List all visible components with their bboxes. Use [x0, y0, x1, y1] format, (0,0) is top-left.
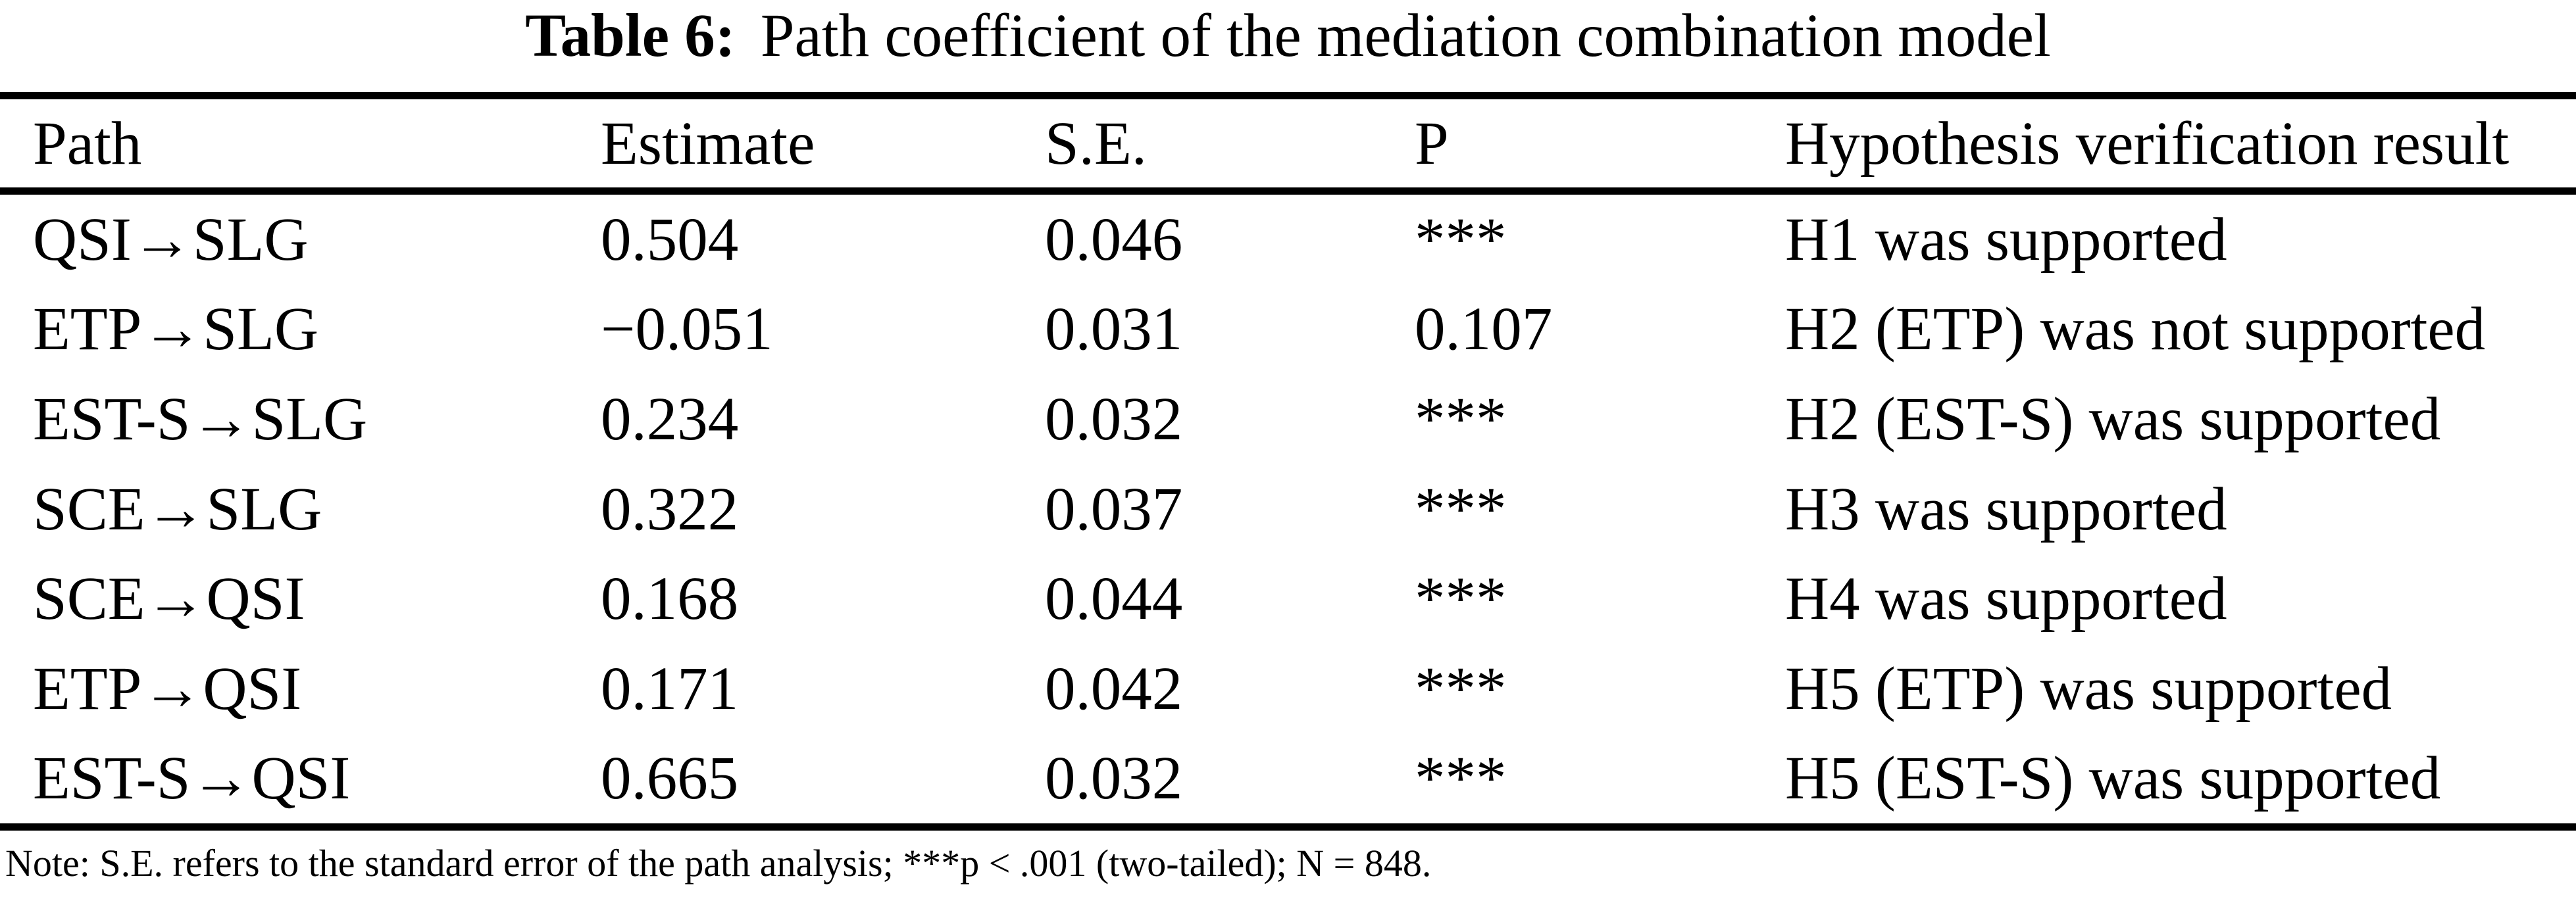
result-cell: H2 (ETP) was not supported [1785, 295, 2486, 364]
path-cell: EST-S→QSI [33, 744, 351, 813]
se-cell: 0.037 [1045, 475, 1183, 543]
se-cell: 0.031 [1045, 295, 1183, 364]
table-row: EST-S→SLG 0.234 0.032 *** H2 (EST-S) was… [0, 374, 2576, 464]
se-cell: 0.044 [1045, 565, 1183, 633]
path-cell: ETP→SLG [33, 295, 319, 364]
p-cell: *** [1415, 205, 1507, 274]
p-cell: *** [1415, 565, 1507, 633]
table-row: ETP→QSI 0.171 0.042 *** H5 (ETP) was sup… [0, 644, 2576, 734]
result-cell: H1 was supported [1785, 205, 2227, 274]
table-caption-text: Path coefficient of the mediation combin… [760, 2, 2051, 70]
estimate-cell: 0.504 [601, 205, 739, 274]
column-header-p: P [1415, 109, 1449, 178]
p-cell: *** [1415, 385, 1507, 453]
path-coefficient-table: Path Estimate S.E. P Hypothesis verifica… [0, 92, 2576, 831]
table-caption: Table 6: Path coefficient of the mediati… [0, 0, 2576, 92]
p-cell: 0.107 [1415, 295, 1553, 364]
se-cell: 0.042 [1045, 654, 1183, 723]
result-cell: H2 (EST-S) was supported [1785, 385, 2441, 453]
se-cell: 0.046 [1045, 205, 1183, 274]
column-header-hypothesis: Hypothesis verification result [1785, 109, 2510, 178]
p-cell: *** [1415, 744, 1507, 813]
estimate-cell: 0.234 [601, 385, 739, 453]
result-cell: H4 was supported [1785, 565, 2227, 633]
path-cell: ETP→QSI [33, 654, 302, 723]
p-cell: *** [1415, 475, 1507, 543]
se-cell: 0.032 [1045, 385, 1183, 453]
column-header-estimate: Estimate [601, 109, 815, 178]
column-header-path: Path [33, 109, 142, 178]
estimate-cell: 0.665 [601, 744, 739, 813]
table-caption-label: Table 6: [525, 2, 736, 70]
path-cell: EST-S→SLG [33, 385, 368, 453]
estimate-cell: −0.051 [601, 295, 773, 364]
result-cell: H5 (EST-S) was supported [1785, 744, 2441, 813]
se-cell: 0.032 [1045, 744, 1183, 813]
table-row: QSI→SLG 0.504 0.046 *** H1 was supported [0, 195, 2576, 285]
p-cell: *** [1415, 654, 1507, 723]
result-cell: H5 (ETP) was supported [1785, 654, 2392, 723]
table-row: SCE→QSI 0.168 0.044 *** H4 was supported [0, 554, 2576, 644]
path-cell: QSI→SLG [33, 205, 309, 274]
estimate-cell: 0.168 [601, 565, 739, 633]
table-header-row: Path Estimate S.E. P Hypothesis verifica… [0, 99, 2576, 195]
table-footnote: Note: S.E. refers to the standard error … [5, 842, 1432, 885]
table-row: ETP→SLG −0.051 0.031 0.107 H2 (ETP) was … [0, 285, 2576, 375]
table-row: SCE→SLG 0.322 0.037 *** H3 was supported [0, 464, 2576, 554]
path-cell: SCE→SLG [33, 475, 322, 543]
path-cell: SCE→QSI [33, 565, 305, 633]
estimate-cell: 0.171 [601, 654, 739, 723]
column-header-se: S.E. [1045, 109, 1148, 178]
result-cell: H3 was supported [1785, 475, 2227, 543]
estimate-cell: 0.322 [601, 475, 739, 543]
table-row: EST-S→QSI 0.665 0.032 *** H5 (EST-S) was… [0, 734, 2576, 824]
